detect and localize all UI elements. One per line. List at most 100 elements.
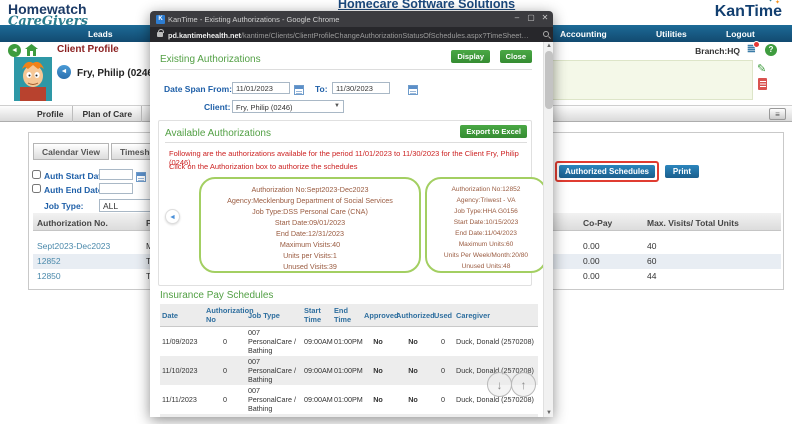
auth-no-cell: 0 bbox=[204, 356, 246, 385]
note-line-1: Following are the authorizations availab… bbox=[169, 149, 519, 167]
start-time-cell: 09:00AM bbox=[302, 356, 333, 385]
calendar-icon[interactable] bbox=[136, 172, 146, 182]
logo-text-homewatch: Homewatch bbox=[8, 1, 87, 17]
auth-end-date-label: Auth End Date: bbox=[44, 185, 106, 195]
kantime-logo-text: KanTime bbox=[714, 3, 782, 20]
card-line: End Date:12/31/2023 bbox=[276, 229, 344, 238]
copay-cell: 0.00 bbox=[583, 256, 600, 266]
used-cell: 0 bbox=[441, 395, 445, 404]
calendar-icon[interactable] bbox=[408, 85, 419, 95]
auth-end-date-checkbox[interactable] bbox=[32, 184, 41, 193]
menu-icon[interactable]: ≡ bbox=[769, 108, 786, 120]
end-time-cell: 01:00PM bbox=[334, 395, 363, 404]
auth-no-link[interactable]: 12852 bbox=[37, 256, 61, 266]
search-icon[interactable] bbox=[543, 31, 549, 37]
date-span-from-label: Date Span From: bbox=[164, 84, 233, 94]
card-line: Job Type:DSS Personal Care (CNA) bbox=[252, 207, 368, 216]
scrollbar-down-icon[interactable]: ▼ bbox=[546, 410, 552, 416]
table-row[interactable]: 11/09/2023 0 007 PersonalCare / Bathing … bbox=[160, 327, 538, 357]
sparkle-icon: ✦ bbox=[774, 0, 780, 6]
client-label: Client: bbox=[204, 102, 231, 112]
auth-no-link[interactable]: Sept2023-Dec2023 bbox=[37, 241, 111, 251]
auth-no-link[interactable]: 12850 bbox=[37, 271, 61, 281]
prev-client-button[interactable]: ◄ bbox=[57, 65, 71, 79]
print-button[interactable]: Print bbox=[665, 165, 699, 178]
back-button[interactable]: ◄ bbox=[8, 44, 21, 57]
popup-scrollbar[interactable]: ▲ ▼ bbox=[543, 42, 553, 417]
client-select[interactable]: Fry, Philip (0246) ▼ bbox=[232, 100, 344, 113]
carousel-prev-button[interactable]: ◄ bbox=[165, 209, 180, 224]
approved-cell: No bbox=[373, 395, 383, 404]
card-line: Maximum Visits:40 bbox=[279, 240, 341, 249]
page-title: Client Profile bbox=[57, 44, 119, 55]
table-row[interactable]: 11/11/2023 0 007 PersonalCare / Bathing … bbox=[160, 385, 538, 414]
auth-end-date-input[interactable] bbox=[99, 183, 133, 194]
popup-titlebar[interactable]: K KanTime - Existing Authorizations - Go… bbox=[150, 11, 553, 27]
approved-cell: No bbox=[362, 414, 394, 417]
card-line: Job Type:HHA G0156 bbox=[454, 208, 518, 215]
scrollbar-thumb[interactable] bbox=[545, 51, 553, 109]
insurance-table-header: Date Authorization No Job Type Start Tim… bbox=[160, 304, 538, 327]
auth-start-date-input[interactable] bbox=[99, 169, 133, 180]
export-to-excel-button[interactable]: Export to Excel bbox=[460, 125, 527, 138]
auth-no-cell: 0 bbox=[223, 395, 227, 404]
table-row[interactable]: 11/12/2023 0 007 PersonalCare / Bathing … bbox=[160, 414, 538, 417]
scrollbar-up-icon[interactable]: ▲ bbox=[546, 43, 552, 49]
close-button[interactable]: Close bbox=[499, 50, 532, 63]
max-cell: 44 bbox=[647, 271, 657, 281]
authorized-schedules-button[interactable]: Authorized Schedules bbox=[559, 165, 655, 178]
card-line: Agency:Triwest - VA bbox=[456, 197, 516, 204]
existing-authorizations-popup: K KanTime - Existing Authorizations - Go… bbox=[150, 11, 553, 417]
date-from-input[interactable]: 11/01/2023 bbox=[232, 82, 290, 94]
start-time-cell: 09:00AM bbox=[304, 395, 333, 404]
help-icon[interactable]: ? bbox=[765, 44, 777, 56]
popup-urlbar[interactable]: pd.kantimehealth.net/kantime/Clients/Cli… bbox=[150, 27, 553, 42]
url-domain: pd.kantimehealth.net bbox=[168, 31, 241, 40]
end-time-cell: 01:00PM bbox=[332, 414, 362, 417]
col-max-visits: Max. Visits/ Total Units bbox=[647, 218, 739, 228]
nav-item-logout[interactable]: Logout bbox=[726, 29, 755, 39]
subtab-calendar-view[interactable]: Calendar View bbox=[33, 143, 109, 160]
tab-profile[interactable]: Profile bbox=[28, 106, 74, 122]
col-copay: Co-Pay bbox=[583, 218, 613, 228]
auth-start-date-checkbox[interactable] bbox=[32, 170, 41, 179]
authorization-card[interactable]: Authorization No:Sept2023-Dec2023 Agency… bbox=[199, 177, 421, 273]
scroll-down-button[interactable]: ↓ bbox=[487, 372, 512, 397]
used-cell: 0 bbox=[432, 414, 454, 417]
nav-item-leads[interactable]: Leads bbox=[88, 29, 113, 39]
nav-item-utilities[interactable]: Utilities bbox=[656, 29, 687, 39]
tasks-icon[interactable]: ≣ bbox=[747, 41, 760, 55]
date-to-input[interactable]: 11/30/2023 bbox=[332, 82, 390, 94]
tab-plan-of-care[interactable]: Plan of Care bbox=[73, 106, 143, 122]
max-cell: 40 bbox=[647, 241, 657, 251]
close-window-button[interactable]: ✕ bbox=[541, 13, 549, 22]
authorization-card[interactable]: Authorization No:12852 Agency:Triwest - … bbox=[425, 177, 547, 273]
home-icon[interactable] bbox=[25, 44, 38, 56]
available-section-title: Available Authorizations bbox=[165, 128, 271, 139]
approved-cell: No bbox=[362, 356, 394, 385]
nav-item-accounting[interactable]: Accounting bbox=[560, 29, 607, 39]
card-line: Start Date:09/01/2023 bbox=[274, 218, 346, 227]
scroll-up-button[interactable]: ↑ bbox=[511, 372, 536, 397]
card-line: Maximum Units:60 bbox=[458, 241, 514, 248]
end-time-cell: 01:00PM bbox=[334, 337, 363, 346]
col-authorization-no: Authorization No. bbox=[37, 218, 108, 228]
authorized-cell: No bbox=[408, 395, 418, 404]
job-type-cell: 007 PersonalCare / Bathing bbox=[248, 386, 296, 413]
edit-pencil-icon[interactable]: ✎ bbox=[757, 63, 767, 75]
client-avatar bbox=[14, 57, 52, 101]
notification-badge bbox=[753, 41, 760, 48]
branch-label: Branch:HQ bbox=[695, 46, 740, 56]
display-button[interactable]: Display bbox=[451, 50, 490, 63]
col-authorized: Authorized bbox=[394, 304, 435, 327]
calendar-icon[interactable] bbox=[294, 85, 304, 95]
maximize-button[interactable]: ▢ bbox=[527, 13, 535, 22]
auth-start-date-label: Auth Start Date: bbox=[44, 171, 109, 181]
lock-icon bbox=[157, 29, 164, 37]
job-type-label: Job Type: bbox=[44, 201, 84, 211]
col-date: Date bbox=[160, 304, 204, 327]
approved-cell: No bbox=[373, 337, 383, 346]
pdf-icon[interactable] bbox=[758, 78, 767, 90]
table-row[interactable]: 11/10/2023 0 007 PersonalCare / Bathing … bbox=[160, 356, 538, 385]
minimize-button[interactable]: – bbox=[514, 13, 520, 22]
